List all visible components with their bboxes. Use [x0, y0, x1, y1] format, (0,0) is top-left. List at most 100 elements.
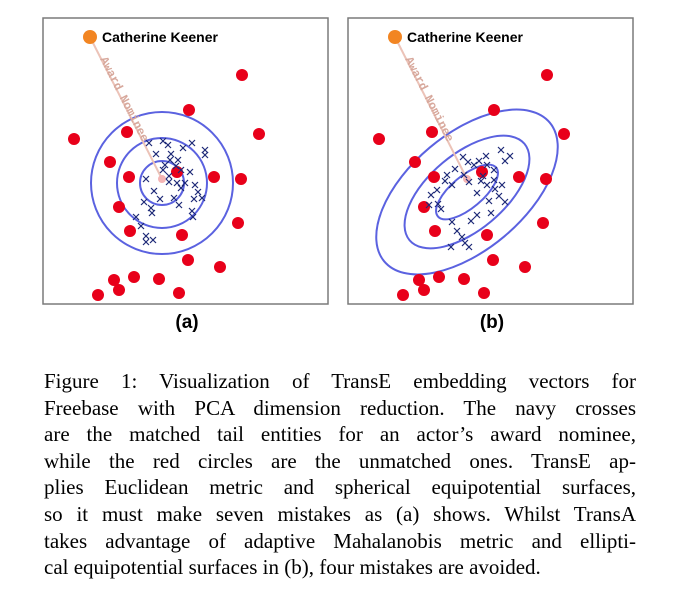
- unmatched-entity-dot: [235, 173, 247, 185]
- unmatched-entity-dot: [429, 225, 441, 237]
- matched-entity-cross: [166, 156, 174, 164]
- matched-entity-cross: [441, 177, 449, 185]
- matched-entity-cross: [150, 187, 158, 195]
- matched-entity-cross: [188, 139, 196, 147]
- unmatched-entity-dot: [124, 225, 136, 237]
- caption-line: cal equipotential surfaces in (b), four …: [44, 555, 541, 580]
- unmatched-entity-dot: [113, 284, 125, 296]
- matched-entity-cross: [485, 197, 493, 205]
- matched-entity-cross: [434, 200, 442, 208]
- caption-line: so it must make seven mistakes as (a) sh…: [44, 501, 636, 526]
- matched-entity-cross: [427, 191, 435, 199]
- matched-entity-cross: [188, 207, 196, 215]
- equipotential-circle: [116, 137, 208, 229]
- unmatched-entity-dot: [173, 287, 185, 299]
- matched-entity-cross: [177, 184, 185, 192]
- equipotential-circle: [90, 111, 234, 255]
- caption-line: takes advantage of adaptive Mahalanobis …: [44, 528, 636, 553]
- matched-entity-cross: [465, 178, 473, 186]
- matched-entity-cross: [191, 181, 199, 189]
- unmatched-entity-dot: [513, 171, 525, 183]
- matched-entity-cross: [198, 194, 206, 202]
- matched-entity-cross: [159, 166, 167, 174]
- matched-entity-cross: [451, 165, 459, 173]
- matched-entity-cross: [177, 166, 185, 174]
- head-entity-label: Catherine Keener: [407, 29, 523, 45]
- matched-entity-cross: [479, 172, 487, 180]
- matched-entity-cross: [145, 139, 153, 147]
- matched-entity-cross: [506, 152, 514, 160]
- caption-line: while the red circles are the unmatched …: [44, 448, 636, 473]
- unmatched-entity-dot: [121, 126, 133, 138]
- unmatched-entity-dot: [397, 289, 409, 301]
- matched-entity-cross: [490, 176, 498, 184]
- matched-entity-cross: [167, 150, 175, 158]
- matched-entity-cross: [443, 171, 451, 179]
- matched-entity-cross: [447, 243, 455, 251]
- matched-entity-cross: [448, 181, 456, 189]
- matched-entity-cross: [487, 209, 495, 217]
- relation-vector: [394, 36, 468, 180]
- matched-entity-cross: [448, 218, 456, 226]
- unmatched-entity-dot: [373, 133, 385, 145]
- matched-entity-cross: [464, 158, 472, 166]
- matched-entity-cross: [173, 179, 181, 187]
- matched-entity-cross: [186, 168, 194, 176]
- matched-entity-cross: [164, 141, 172, 149]
- unmatched-entity-dot: [433, 271, 445, 283]
- matched-entity-cross: [140, 198, 148, 206]
- equipotential-ellipse: [375, 108, 559, 276]
- matched-entity-cross: [194, 188, 202, 196]
- unmatched-entity-dot: [487, 254, 499, 266]
- unmatched-entity-dot: [541, 69, 553, 81]
- matched-entity-cross: [165, 178, 173, 186]
- unmatched-entity-dot: [540, 173, 552, 185]
- matched-entity-cross: [483, 181, 491, 189]
- unmatched-entity-dot: [104, 156, 116, 168]
- unmatched-entity-dot: [232, 217, 244, 229]
- unmatched-entity-dot: [113, 201, 125, 213]
- matched-entity-cross: [458, 233, 466, 241]
- matched-entity-cross: [483, 161, 491, 169]
- matched-entity-cross: [174, 156, 182, 164]
- equipotential-circle: [139, 160, 185, 206]
- unmatched-entity-dot: [428, 171, 440, 183]
- unmatched-entity-dot: [426, 126, 438, 138]
- matched-entity-cross: [473, 189, 481, 197]
- unmatched-entity-dot: [208, 171, 220, 183]
- matched-entity-cross: [497, 146, 505, 154]
- relation-target-marker: [463, 175, 471, 183]
- matched-entity-cross: [142, 232, 150, 240]
- unmatched-entity-dot: [153, 273, 165, 285]
- matched-entity-cross: [482, 152, 490, 160]
- matched-entity-cross: [148, 209, 156, 217]
- matched-entity-cross: [491, 185, 499, 193]
- head-entity-dot: [388, 30, 402, 44]
- figure-caption: Figure 1: Visualization of TransE embedd…: [44, 368, 636, 581]
- unmatched-entity-dot: [458, 273, 470, 285]
- scatter-panel-b: Award Nominee Catherine Keener: [347, 17, 634, 305]
- unmatched-entity-dot: [176, 229, 188, 241]
- unmatched-entity-dot: [481, 229, 493, 241]
- caption-line: are the matched tail entities for an act…: [44, 422, 636, 447]
- unmatched-entity-dot: [236, 69, 248, 81]
- panel-a-label: (a): [175, 312, 199, 333]
- caption-line: Freebase with PCA dimension reduction. T…: [44, 395, 636, 420]
- unmatched-entity-dot: [478, 287, 490, 299]
- matched-entity-cross: [165, 172, 173, 180]
- matched-entity-cross: [470, 161, 478, 169]
- caption-line: plies Euclidean metric and spherical equ…: [44, 475, 636, 500]
- matched-entity-cross: [437, 205, 445, 213]
- unmatched-entity-dot: [488, 104, 500, 116]
- matched-entity-cross: [477, 177, 485, 185]
- unmatched-entity-dot: [68, 133, 80, 145]
- unmatched-entity-dot: [418, 201, 430, 213]
- matched-entity-cross: [473, 211, 481, 219]
- matched-entity-cross: [142, 175, 150, 183]
- matched-entity-cross: [201, 146, 209, 154]
- panel-b-label: (b): [479, 312, 505, 333]
- equipotential-ellipse: [403, 134, 531, 250]
- matched-entity-cross: [137, 222, 145, 230]
- matched-entity-cross: [159, 137, 167, 145]
- scatter-panel-a: Award Nominee Catherine Keener: [42, 17, 329, 305]
